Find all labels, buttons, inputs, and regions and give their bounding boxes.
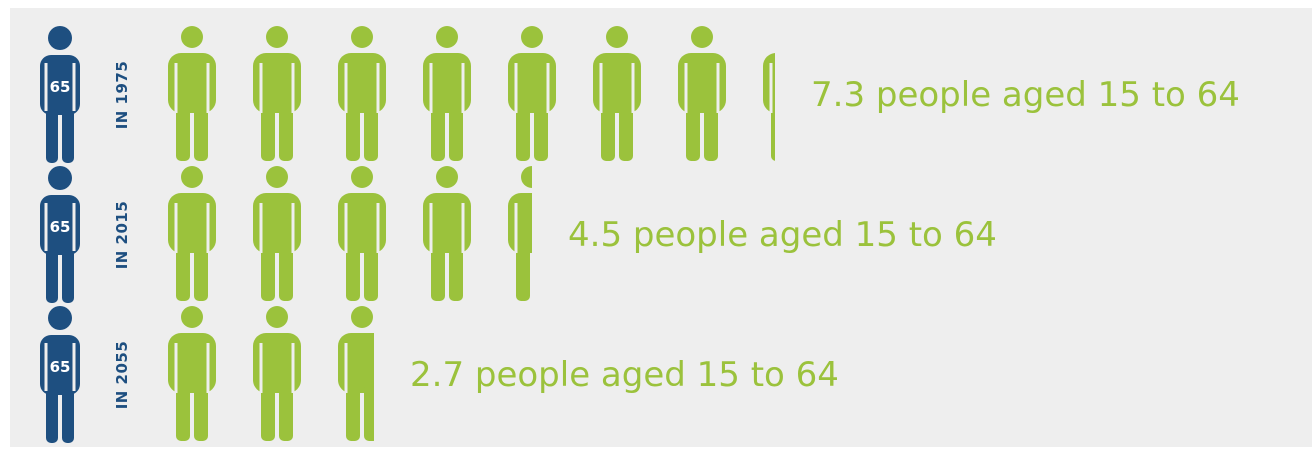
ratio-label: 7.3 people aged 15 to 64 (811, 75, 1240, 115)
worker-figure-icon (168, 26, 216, 161)
ratio-label: 4.5 people aged 15 to 64 (568, 215, 997, 255)
worker-figure-icon (253, 26, 301, 161)
person-icon (162, 305, 222, 445)
senior-person-icon: 65 (34, 165, 86, 305)
worker-figure-icon (423, 26, 471, 161)
worker-figure-icon (253, 166, 301, 301)
worker-figures (10, 165, 1312, 305)
person-icon (332, 25, 392, 165)
partial-person-icon (757, 25, 775, 165)
person-icon (417, 25, 477, 165)
worker-figure-icon (168, 306, 216, 441)
person-icon (247, 25, 307, 165)
worker-figure-icon (593, 26, 641, 161)
senior-figure-icon (40, 306, 80, 443)
worker-figure-icon (168, 166, 216, 301)
ratio-label: 2.7 people aged 15 to 64 (410, 355, 839, 395)
person-icon (247, 165, 307, 305)
worker-figure-icon (763, 53, 775, 161)
worker-figure-icon (338, 166, 386, 301)
senior-age-label: 65 (49, 78, 71, 96)
person-icon (162, 25, 222, 165)
person-icon (417, 165, 477, 305)
senior-figure-icon (40, 26, 80, 163)
worker-figure-icon (508, 26, 556, 161)
worker-figure-icon (508, 166, 532, 301)
senior-person-icon: 65 (34, 25, 86, 165)
row-2015: 65 IN 2015 4.5 people aged 15 to 64 (10, 165, 1312, 305)
person-icon (332, 165, 392, 305)
row-2055: 65 IN 2055 2.7 people aged 15 to 64 (10, 305, 1312, 445)
worker-figures (10, 25, 1312, 165)
person-icon (672, 25, 732, 165)
worker-figures (10, 305, 1312, 445)
senior-age-label: 65 (49, 358, 71, 376)
worker-figure-icon (253, 306, 301, 441)
worker-figure-icon (678, 26, 726, 161)
row-1975: 65 IN 1975 7.3 people aged 15 to 64 (10, 25, 1312, 165)
worker-figure-icon (338, 26, 386, 161)
person-icon (247, 305, 307, 445)
person-icon (587, 25, 647, 165)
partial-person-icon (332, 305, 374, 445)
person-icon (162, 165, 222, 305)
senior-age-label: 65 (49, 218, 71, 236)
infographic-panel: 65 IN 1975 7.3 people aged 15 to 64 65 I… (10, 8, 1312, 447)
senior-person-icon: 65 (34, 305, 86, 445)
senior-figure-icon (40, 166, 80, 303)
worker-figure-icon (338, 306, 374, 441)
worker-figure-icon (423, 166, 471, 301)
person-icon (502, 25, 562, 165)
partial-person-icon (502, 165, 532, 305)
